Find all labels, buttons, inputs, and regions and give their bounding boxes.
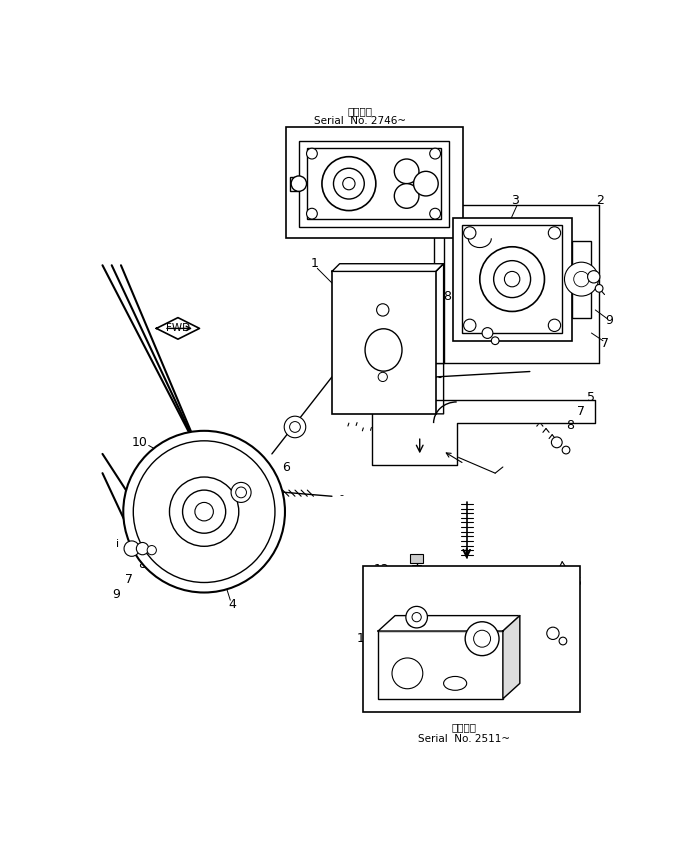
Text: 6: 6	[282, 461, 290, 474]
Circle shape	[124, 541, 139, 557]
Circle shape	[284, 416, 306, 438]
Text: 7: 7	[126, 573, 133, 586]
Circle shape	[482, 328, 493, 338]
Circle shape	[564, 262, 598, 296]
Circle shape	[392, 658, 423, 689]
Text: 5: 5	[476, 280, 484, 293]
Circle shape	[378, 372, 387, 381]
Text: i: i	[116, 539, 120, 549]
Text: 11: 11	[357, 633, 372, 646]
Circle shape	[169, 477, 239, 546]
Circle shape	[464, 319, 476, 331]
Text: 7: 7	[600, 337, 609, 350]
Circle shape	[562, 446, 570, 454]
Circle shape	[231, 482, 251, 502]
Circle shape	[548, 319, 561, 331]
Ellipse shape	[443, 677, 466, 690]
Text: 1: 1	[310, 257, 318, 270]
Text: Serial  No. 2511~: Serial No. 2511~	[418, 734, 510, 744]
Text: 13: 13	[372, 611, 387, 624]
Text: 7: 7	[456, 303, 464, 316]
Bar	[572, 241, 591, 318]
Bar	[332, 272, 436, 414]
Circle shape	[414, 172, 438, 196]
Text: FWD: FWD	[166, 324, 190, 333]
Text: 8: 8	[566, 419, 574, 432]
Circle shape	[574, 272, 589, 287]
Text: 2: 2	[292, 129, 301, 142]
Text: 適用番号: 適用番号	[452, 722, 477, 733]
Text: 5: 5	[587, 391, 596, 404]
Circle shape	[596, 285, 603, 293]
Circle shape	[394, 184, 419, 208]
Bar	[363, 565, 580, 712]
Circle shape	[479, 247, 544, 312]
Text: 8: 8	[443, 290, 451, 303]
Circle shape	[182, 490, 225, 533]
Bar	[453, 217, 572, 341]
Text: 14: 14	[474, 605, 490, 618]
Circle shape	[494, 261, 531, 298]
Text: 7: 7	[564, 592, 572, 605]
Text: -: -	[339, 489, 343, 500]
Bar	[378, 631, 503, 699]
Circle shape	[412, 613, 421, 621]
Circle shape	[343, 178, 355, 190]
Circle shape	[333, 168, 364, 199]
Circle shape	[307, 148, 318, 159]
Text: 3: 3	[512, 194, 519, 207]
Bar	[462, 225, 562, 333]
Text: 9: 9	[605, 314, 613, 327]
Circle shape	[147, 545, 156, 555]
Text: 8: 8	[139, 557, 147, 570]
Circle shape	[394, 159, 419, 184]
Circle shape	[465, 621, 499, 656]
Circle shape	[587, 271, 600, 283]
Circle shape	[376, 304, 389, 316]
Text: Serial  No. 2746~: Serial No. 2746~	[314, 116, 406, 125]
Circle shape	[123, 431, 285, 593]
Polygon shape	[378, 615, 520, 631]
Circle shape	[406, 607, 428, 628]
Circle shape	[547, 627, 559, 639]
Circle shape	[551, 437, 562, 448]
Text: 4: 4	[228, 597, 236, 610]
Bar	[285, 127, 463, 238]
Bar	[410, 554, 423, 564]
Circle shape	[491, 337, 499, 344]
Circle shape	[195, 502, 213, 521]
Ellipse shape	[365, 329, 402, 371]
Circle shape	[430, 148, 441, 159]
Circle shape	[137, 543, 149, 555]
Bar	[307, 148, 441, 219]
Circle shape	[291, 176, 307, 192]
Text: 10: 10	[132, 436, 148, 449]
Polygon shape	[503, 615, 520, 699]
Circle shape	[548, 227, 561, 239]
Circle shape	[559, 637, 567, 645]
Circle shape	[505, 272, 520, 287]
Text: 9: 9	[113, 589, 120, 602]
Circle shape	[133, 441, 275, 583]
Bar	[299, 141, 449, 227]
Circle shape	[464, 227, 476, 239]
Text: 7: 7	[577, 405, 585, 418]
Bar	[434, 205, 443, 363]
Polygon shape	[332, 264, 443, 272]
Circle shape	[290, 421, 301, 432]
Circle shape	[473, 630, 490, 647]
Circle shape	[430, 208, 441, 219]
Text: 5: 5	[574, 576, 583, 589]
Circle shape	[322, 157, 376, 211]
Text: 12: 12	[374, 563, 390, 576]
Ellipse shape	[408, 620, 425, 627]
Text: 適用番号: 適用番号	[348, 106, 373, 117]
Text: 8: 8	[553, 608, 561, 620]
Text: 2: 2	[596, 194, 604, 207]
Polygon shape	[372, 400, 596, 465]
Bar	[290, 177, 299, 191]
Circle shape	[307, 208, 318, 219]
Circle shape	[236, 487, 247, 498]
